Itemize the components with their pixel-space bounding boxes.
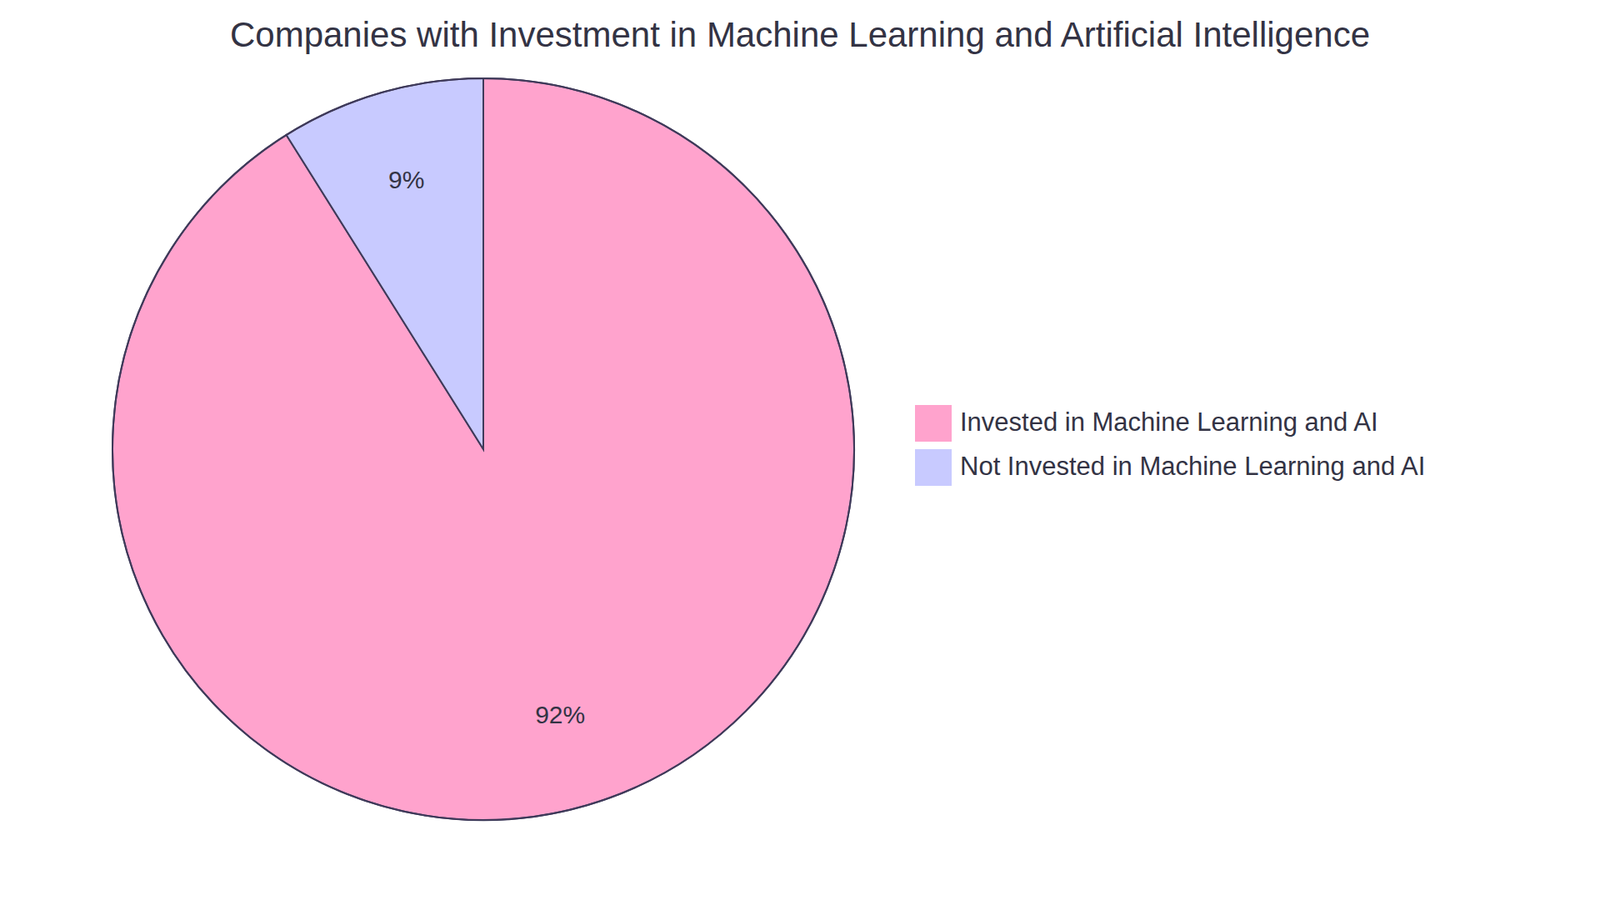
chart: Companies with Investment in Machine Lea…: [0, 0, 1600, 900]
legend-label: Invested in Machine Learning and AI: [960, 407, 1379, 437]
slice: [112, 78, 855, 820]
title: Companies with Investment in Machine Lea…: [230, 15, 1370, 55]
data-label: 9%: [388, 165, 425, 194]
data-label: 92%: [535, 700, 585, 729]
slice: [286, 78, 484, 450]
pie: [112, 78, 855, 820]
legend-swatch: [915, 449, 952, 486]
legend-label: Not Invested in Machine Learning and AI: [960, 451, 1425, 481]
pie-outline: [112, 78, 855, 820]
legend-swatch: [915, 405, 952, 442]
legend: Invested in Machine Learning and AI Not I…: [915, 405, 1425, 486]
